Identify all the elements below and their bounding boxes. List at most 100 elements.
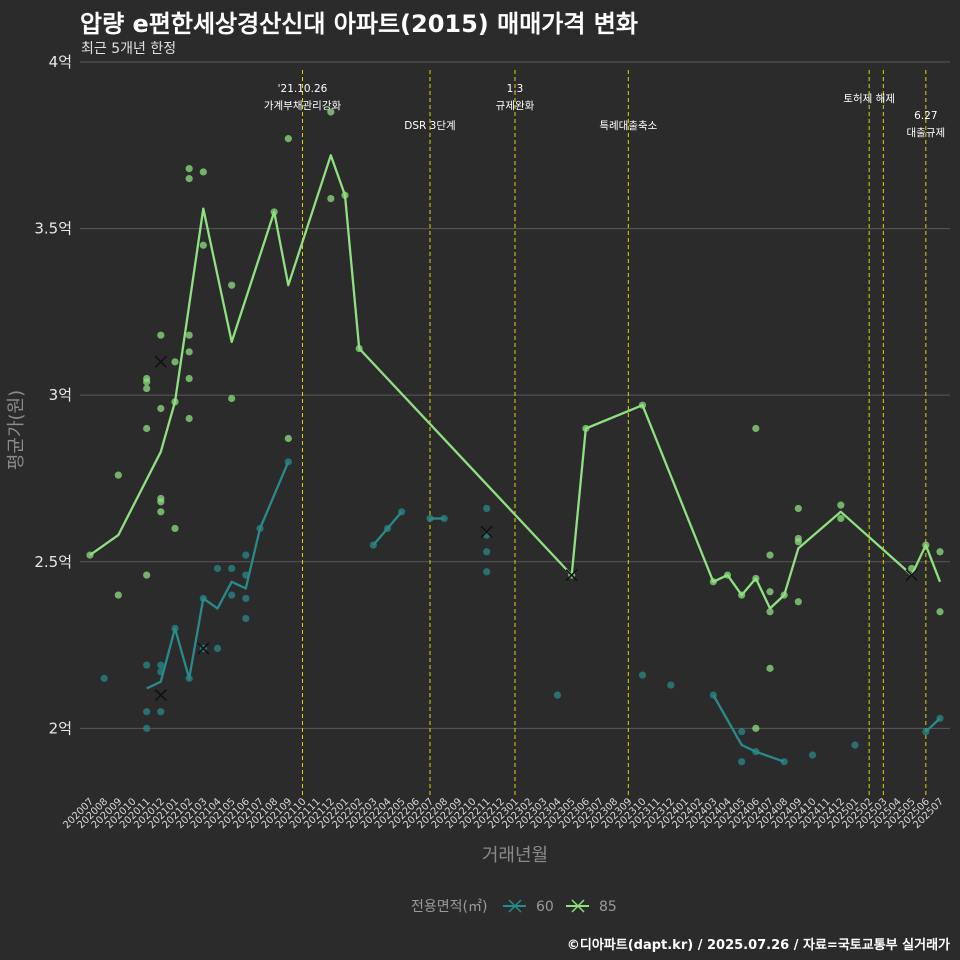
point-85-9: [157, 404, 165, 413]
cross-85-1: [565, 569, 578, 582]
series-line-85-0: [89, 154, 942, 610]
point-60-11: [213, 564, 222, 573]
point-60-1: [143, 661, 151, 669]
point-85-55: [936, 548, 944, 556]
cross-60-1: [197, 642, 210, 655]
point-60-32: [667, 681, 675, 689]
point-85-27: [284, 135, 292, 143]
point-85-24: [228, 281, 236, 289]
y-tick-3.5억: 3.5억: [34, 220, 72, 238]
point-60-18: [242, 614, 250, 623]
point-85-11: [157, 498, 165, 506]
legend-title: 전용면적(㎡): [411, 899, 487, 915]
y-tick-3억: 3억: [49, 386, 72, 404]
event-label-202110-1: 가계부채관리강화: [264, 100, 342, 112]
point-85-39: [752, 424, 760, 433]
legend-label-60: 60: [536, 899, 554, 915]
point-60-31: [638, 671, 647, 679]
event-label-202506-1: 대출규제: [907, 127, 946, 139]
point-60-17: [242, 594, 250, 603]
cross-85-0: [154, 355, 167, 368]
legend-key-60: [503, 899, 526, 913]
event-label-202207-0: DSR 3단계: [404, 120, 455, 132]
point-85-45: [766, 664, 774, 672]
point-85-50: [794, 598, 802, 606]
event-label-202502-0: 토허제 해제: [843, 92, 895, 105]
point-85-5: [143, 384, 151, 393]
point-85-13: [171, 358, 179, 366]
event-lines: [302, 70, 927, 795]
event-label-202110-0: '21.10.26: [278, 83, 328, 95]
point-85-6: [143, 424, 151, 433]
point-85-21: [185, 414, 193, 423]
point-85-43: [766, 588, 774, 596]
series-line-60-1: [372, 511, 403, 546]
point-85-42: [766, 551, 774, 559]
cross-markers: [154, 355, 918, 702]
point-60-39: [851, 741, 859, 749]
point-85-29: [327, 108, 335, 116]
point-85-52: [837, 514, 845, 523]
y-tick-4억: 4억: [49, 53, 72, 71]
point-85-15: [171, 524, 179, 533]
point-85-56: [936, 608, 944, 616]
point-85-51: [837, 501, 845, 509]
x-tick-labels: 2020072020082020092020102020112020122021…: [61, 796, 946, 831]
point-85-19: [185, 348, 193, 356]
point-85-16: [185, 165, 193, 173]
point-85-44: [766, 608, 774, 616]
point-85-4: [143, 378, 151, 386]
point-60-0: [100, 674, 108, 682]
point-60-35: [738, 758, 746, 766]
point-60-4: [157, 661, 165, 669]
point-60-34: [738, 728, 746, 736]
point-60-38: [808, 751, 817, 759]
point-60-6: [157, 708, 165, 716]
point-85-18: [185, 331, 193, 339]
point-85-49: [794, 538, 802, 546]
point-85-7: [143, 571, 151, 579]
series-line-60-0: [146, 461, 290, 690]
point-60-2: [143, 708, 151, 716]
point-60-14: [228, 591, 236, 599]
event-label-202506-0: 6.27: [914, 110, 937, 122]
point-60-29: [483, 568, 491, 576]
legend-key-85: [566, 899, 589, 913]
point-85-23: [199, 241, 207, 249]
y-tick-2.5억: 2.5억: [34, 553, 72, 571]
point-85-30: [327, 195, 335, 203]
point-85-22: [199, 168, 207, 176]
y-tick-labels: 2억 2.5억 3억 3.5억 4억: [34, 53, 72, 737]
series-line-60-4: [925, 717, 941, 733]
legend-label-85: 85: [599, 899, 617, 915]
point-85-20: [185, 374, 193, 383]
cross-60-2: [480, 525, 493, 538]
event-label-202309-0: 특례대출축소: [599, 120, 657, 132]
point-85-1: [114, 471, 122, 479]
point-85-28: [284, 434, 292, 443]
point-60-13: [228, 564, 236, 573]
cross-85-2: [905, 569, 918, 582]
y-tick-2억: 2억: [49, 719, 72, 737]
point-60-3: [143, 724, 151, 732]
point-85-8: [157, 331, 165, 339]
point-85-17: [185, 175, 193, 183]
chart-title: 압량 e편한세상경산신대 아파트(2015) 매매가격 변화: [80, 10, 638, 38]
series-line-60-3: [712, 694, 785, 763]
series-lines: [89, 154, 942, 763]
x-axis-label: 거래년월: [482, 845, 548, 866]
point-85-12: [157, 508, 165, 516]
point-60-12: [213, 644, 222, 653]
point-60-15: [242, 551, 250, 559]
point-85-47: [794, 504, 802, 513]
point-85-41: [752, 724, 760, 732]
event-label-202301-0: 1.3: [507, 83, 524, 95]
y-axis-label: 평균가(원): [6, 390, 27, 470]
event-label-202301-1: 규제완화: [496, 99, 535, 112]
point-60-26: [483, 504, 491, 513]
point-60-28: [483, 548, 491, 556]
source-caption: ©디아파트(dapt.kr) / 2025.07.26 / 자료=국토교통부 실…: [566, 938, 950, 953]
cross-60-0: [154, 688, 167, 702]
